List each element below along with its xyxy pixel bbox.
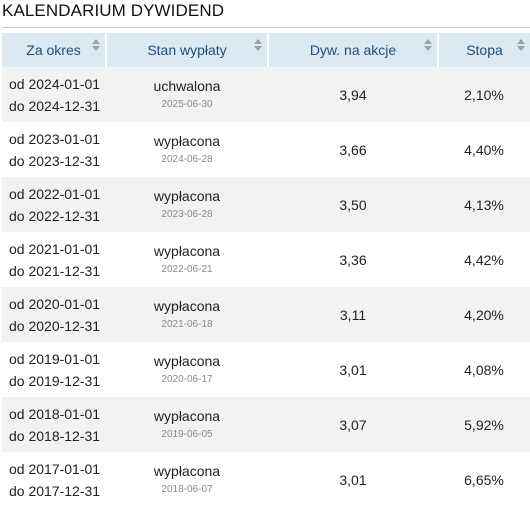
period-cell: od 2018-01-01 do 2018-12-31 <box>2 397 106 452</box>
period-to: do 2023-12-31 <box>9 152 101 169</box>
rate-value: 2,10% <box>438 67 530 122</box>
rate-value: 6,65% <box>438 452 530 507</box>
status-cell: wypłacona 2019-06-05 <box>106 397 268 452</box>
rate-value: 5,92% <box>438 397 530 452</box>
dividend-value: 3,01 <box>268 342 438 397</box>
rate-value: 4,08% <box>438 342 530 397</box>
dividend-value: 3,66 <box>268 122 438 177</box>
page-title: KALENDARIUM DYWIDEND <box>2 1 225 20</box>
status-date: 2021-06-18 <box>161 319 213 330</box>
period-from: od 2020-01-01 <box>9 295 101 312</box>
dividend-table: Za okres Stan wypłaty Dyw. na akcje Stop… <box>2 33 530 507</box>
dividend-value: 3,50 <box>268 177 438 232</box>
period-cell: od 2017-01-01 do 2017-12-31 <box>2 452 106 507</box>
title-divider <box>2 27 530 28</box>
status-cell: wypłacona 2018-06-07 <box>106 452 268 507</box>
dividend-value: 3,94 <box>268 67 438 122</box>
period-to: do 2019-12-31 <box>9 372 101 389</box>
table-header-row: Za okres Stan wypłaty Dyw. na akcje Stop… <box>2 33 530 67</box>
dividend-value: 3,11 <box>268 287 438 342</box>
header-label: Stan wypłaty <box>147 42 227 58</box>
sort-arrows-icon[interactable] <box>424 39 432 53</box>
status-cell: wypłacona 2022-06-21 <box>106 232 268 287</box>
header-label: Dyw. na akcje <box>309 42 397 58</box>
status-text: wypłacona <box>153 298 221 314</box>
table-row: od 2018-01-01 do 2018-12-31 wypłacona 2019… <box>2 397 530 452</box>
dividend-value: 3,36 <box>268 232 438 287</box>
period-cell: od 2019-01-01 do 2019-12-31 <box>2 342 106 397</box>
period-from: od 2017-01-01 <box>9 460 101 477</box>
rate-value: 4,13% <box>438 177 530 232</box>
header-label: Za okres <box>26 42 81 58</box>
sort-arrows-icon[interactable] <box>92 39 100 53</box>
period-from: od 2018-01-01 <box>9 405 101 422</box>
status-cell: wypłacona 2020-06-17 <box>106 342 268 397</box>
period-from: od 2023-01-01 <box>9 130 101 147</box>
status-text: wypłacona <box>153 408 221 424</box>
sort-arrows-icon[interactable] <box>517 39 525 53</box>
period-cell: od 2024-01-01 do 2024-12-31 <box>2 67 106 122</box>
status-text: wypłacona <box>153 243 221 259</box>
header-status[interactable]: Stan wypłaty <box>106 33 269 67</box>
period-to: do 2017-12-31 <box>9 482 101 499</box>
header-dividend[interactable]: Dyw. na akcje <box>268 33 439 67</box>
header-label: Stopa <box>466 42 503 58</box>
period-to: do 2022-12-31 <box>9 207 101 224</box>
status-date: 2018-06-07 <box>161 484 213 495</box>
status-cell: wypłacona 2023-06-28 <box>106 177 268 232</box>
period-cell: od 2020-01-01 do 2020-12-31 <box>2 287 106 342</box>
status-cell: wypłacona 2021-06-18 <box>106 287 268 342</box>
status-cell: uchwalona 2025-06-30 <box>106 67 268 122</box>
header-period[interactable]: Za okres <box>2 33 107 67</box>
table-row: od 2023-01-01 do 2023-12-31 wypłacona 2024… <box>2 122 530 177</box>
rate-value: 4,40% <box>438 122 530 177</box>
period-to: do 2018-12-31 <box>9 427 101 444</box>
table-row: od 2024-01-01 do 2024-12-31 uchwalona 2025… <box>2 67 530 122</box>
header-rate[interactable]: Stopa <box>438 33 530 67</box>
rate-value: 4,20% <box>438 287 530 342</box>
table-row: od 2022-01-01 do 2022-12-31 wypłacona 2023… <box>2 177 530 232</box>
status-cell: wypłacona 2024-06-28 <box>106 122 268 177</box>
table-row: od 2020-01-01 do 2020-12-31 wypłacona 2021… <box>2 287 530 342</box>
status-text: wypłacona <box>153 463 221 479</box>
status-date: 2020-06-17 <box>161 374 213 385</box>
status-date: 2024-06-28 <box>161 154 213 165</box>
table-row: od 2019-01-01 do 2019-12-31 wypłacona 2020… <box>2 342 530 397</box>
period-to: do 2021-12-31 <box>9 262 101 279</box>
status-text: wypłacona <box>153 133 221 149</box>
status-text: wypłacona <box>153 188 221 204</box>
status-text: uchwalona <box>153 78 221 94</box>
status-text: wypłacona <box>153 353 221 369</box>
status-date: 2019-06-05 <box>161 429 213 440</box>
status-date: 2025-06-30 <box>161 99 213 110</box>
period-cell: od 2023-01-01 do 2023-12-31 <box>2 122 106 177</box>
dividend-value: 3,07 <box>268 397 438 452</box>
dividend-value: 3,01 <box>268 452 438 507</box>
status-date: 2022-06-21 <box>161 264 213 275</box>
rate-value: 4,42% <box>438 232 530 287</box>
table-row: od 2021-01-01 do 2021-12-31 wypłacona 2022… <box>2 232 530 287</box>
period-from: od 2022-01-01 <box>9 185 101 202</box>
period-from: od 2021-01-01 <box>9 240 101 257</box>
period-cell: od 2022-01-01 do 2022-12-31 <box>2 177 106 232</box>
period-to: do 2020-12-31 <box>9 317 101 334</box>
period-cell: od 2021-01-01 do 2021-12-31 <box>2 232 106 287</box>
status-date: 2023-06-28 <box>161 209 213 220</box>
period-from: od 2024-01-01 <box>9 75 101 92</box>
sort-arrows-icon[interactable] <box>254 39 262 53</box>
table-row: od 2017-01-01 do 2017-12-31 wypłacona 2018… <box>2 452 530 507</box>
period-to: do 2024-12-31 <box>9 97 101 114</box>
period-from: od 2019-01-01 <box>9 350 101 367</box>
